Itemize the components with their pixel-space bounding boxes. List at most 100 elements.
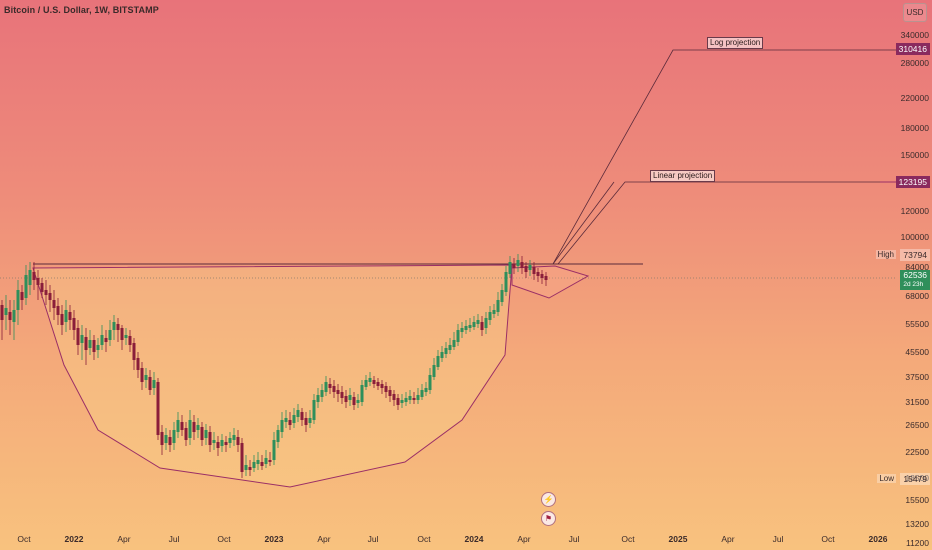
linear-projection-price-tag: 123195 [895, 176, 930, 188]
candle-body [480, 322, 484, 330]
price-axis[interactable]: USD 340000 280000 220000 180000 150000 120000… [896, 0, 932, 550]
log-projection-label[interactable]: Log projection [707, 37, 764, 49]
candle-body [356, 400, 360, 403]
time-axis-label: Apr [317, 534, 331, 544]
candle-body [224, 442, 228, 445]
candle-body [308, 418, 312, 423]
candle-body [456, 330, 460, 342]
candle-body [104, 338, 108, 342]
candle-body [272, 440, 276, 460]
candle-body [100, 335, 104, 345]
candle-body [404, 398, 408, 402]
candle-body [244, 465, 248, 470]
candle-body [96, 345, 100, 350]
linear-projection-label[interactable]: Linear projection [650, 170, 716, 182]
candle-body [444, 348, 448, 354]
candle-body [64, 310, 68, 322]
candle-body [8, 312, 12, 320]
time-axis-label: Jul [367, 534, 379, 544]
candle-body [160, 432, 164, 445]
currency-button[interactable]: USD [903, 3, 927, 22]
candle-body [412, 398, 416, 400]
candle-body [448, 345, 452, 350]
candle-body [268, 460, 272, 462]
candle-body [296, 410, 300, 417]
candle-body [228, 438, 232, 443]
price-axis-tick: 150000 [900, 150, 929, 160]
candle-body [256, 460, 260, 464]
candle-body [516, 260, 520, 266]
candle-body [332, 386, 336, 392]
candle-body [12, 310, 16, 322]
lightning-icon[interactable]: ⚡ [541, 492, 556, 507]
candle-body [208, 432, 212, 445]
time-axis-label: 2022 [64, 534, 84, 544]
time-axis-label: Oct [621, 534, 635, 544]
time-axis-label: Apr [117, 534, 131, 544]
candle-body [396, 398, 400, 405]
candle-body [432, 365, 436, 377]
candle-body [264, 458, 268, 464]
candle-body [148, 377, 152, 390]
cup-pattern[interactable] [32, 264, 513, 488]
candle-body [240, 443, 244, 472]
candle-body [392, 394, 396, 400]
candle-body [280, 420, 284, 432]
candle-body [252, 462, 256, 468]
candle-body [320, 390, 324, 397]
symbol-title[interactable]: Bitcoin / U.S. Dollar, 1W, BITSTAMP [4, 5, 159, 15]
candle-body [536, 272, 540, 276]
candle-body [164, 435, 168, 443]
price-axis-tick: 31500 [905, 397, 929, 407]
time-axis-label: 2026 [868, 534, 888, 544]
price-chart[interactable] [0, 0, 896, 550]
time-axis-label: 2025 [668, 534, 688, 544]
candle-body [152, 380, 156, 388]
candle-body [520, 262, 524, 268]
candle-body [496, 300, 500, 312]
candle-body [364, 380, 368, 387]
candle-body [140, 368, 144, 382]
handle-pattern[interactable] [511, 265, 590, 299]
candle-body [48, 293, 52, 300]
candle-body [284, 418, 288, 422]
candle-body [424, 388, 428, 392]
candle-body [472, 322, 476, 327]
candle-body [484, 318, 488, 328]
candle-body [88, 340, 92, 348]
candle-body [352, 397, 356, 405]
price-axis-tick: 13200 [905, 519, 929, 529]
candle-body [260, 462, 264, 466]
candle-body [492, 310, 496, 314]
candle-body [156, 382, 160, 435]
candle-body [324, 382, 328, 392]
projection-guide-line[interactable] [552, 181, 615, 265]
candle-body [420, 390, 424, 397]
candle-body [60, 314, 64, 325]
candle-body [436, 356, 440, 367]
price-axis-tick: 45500 [905, 347, 929, 357]
time-axis-label: Oct [217, 534, 231, 544]
candle-body [36, 278, 40, 285]
price-axis-tick: 37500 [905, 372, 929, 382]
candle-body [360, 385, 364, 402]
high-price-tag: 73794 [900, 249, 930, 261]
price-axis-tick: 55500 [905, 319, 929, 329]
low-price-tag: 15479 [900, 473, 930, 485]
current-price-countdown: 2d 23h [903, 281, 924, 288]
event-flag-icon[interactable]: ⚑ [541, 511, 556, 526]
time-axis-label: Jul [772, 534, 784, 544]
candle-body [132, 343, 136, 360]
candle-body [40, 283, 44, 292]
time-axis-label: Jul [168, 534, 180, 544]
price-axis-tick: 68000 [905, 291, 929, 301]
log-projection-line[interactable] [552, 49, 896, 265]
candle-body [0, 305, 4, 320]
time-axis-label: Oct [17, 534, 31, 544]
linear-projection-line[interactable] [557, 181, 896, 265]
candle-body [108, 330, 112, 340]
candle-body [292, 415, 296, 423]
candle-body [172, 430, 176, 443]
low-label: Low [877, 474, 896, 483]
